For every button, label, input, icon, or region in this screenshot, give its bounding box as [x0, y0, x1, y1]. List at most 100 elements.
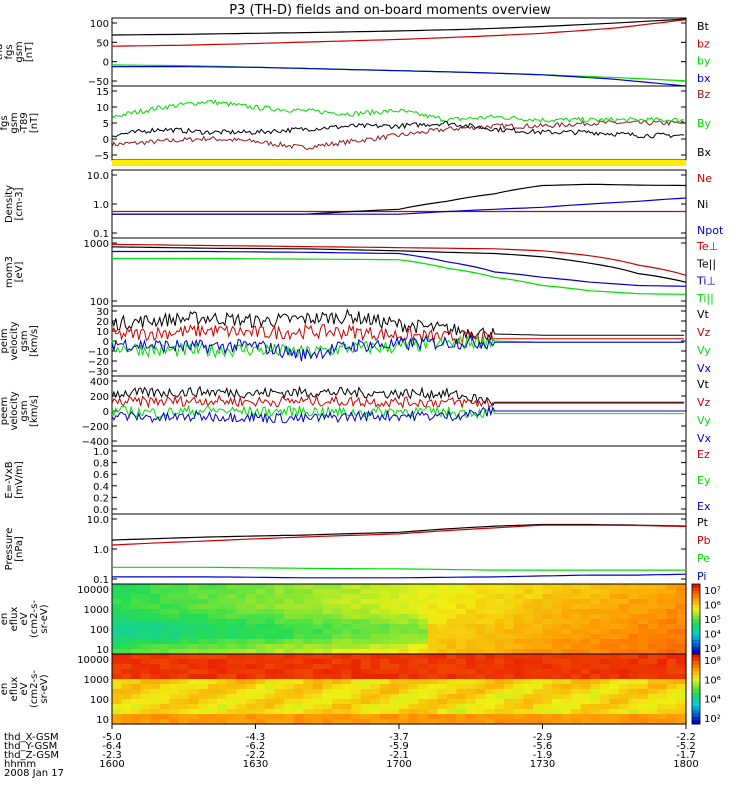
heatmap-cell [341, 659, 352, 665]
heatmap-cell [523, 674, 534, 680]
heatmap-cell [236, 694, 247, 700]
heatmap-cell [456, 719, 467, 725]
heatmap-cell [150, 719, 161, 725]
heatmap-cell [666, 604, 678, 610]
colorbar-segment [692, 622, 700, 627]
heatmap-cell [245, 629, 257, 635]
heatmap-cell [274, 614, 285, 620]
heatmap-cell [332, 659, 343, 665]
y-axis-label-line: thd [0, 44, 5, 61]
heatmap-cell [179, 659, 190, 665]
heatmap-cell [217, 639, 228, 645]
heatmap-cell [293, 614, 304, 620]
heatmap-cell [121, 684, 132, 690]
heatmap-cell [609, 719, 620, 725]
heatmap-cell [255, 619, 266, 625]
heatmap-cell [236, 629, 247, 635]
heatmap-cell [542, 719, 553, 725]
y-axis-label-line: [nT] [24, 42, 35, 62]
heatmap-cell [628, 634, 639, 640]
heatmap-cell [485, 634, 496, 640]
heatmap-cell [619, 644, 630, 650]
heatmap-cell [169, 674, 180, 680]
heatmap-cell [418, 604, 429, 610]
heatmap-cell [332, 634, 343, 640]
heatmap-cell [274, 589, 285, 595]
colorbar-tick-label: 10⁸ [704, 656, 721, 667]
heatmap-cell [609, 604, 620, 610]
heatmap-cell [418, 679, 429, 685]
heatmap-cell [609, 674, 620, 680]
heatmap-cell [303, 614, 314, 620]
heatmap-cell [341, 719, 352, 725]
heatmap-cell [207, 584, 218, 590]
colorbar-tick-label: 10² [704, 714, 721, 725]
heatmap-cell [322, 584, 333, 590]
heatmap-cell [647, 584, 658, 590]
heatmap-cell [265, 629, 276, 635]
heatmap-cell [638, 649, 649, 655]
heatmap-cell [312, 619, 324, 625]
heatmap-cell [571, 714, 582, 720]
heatmap-cell [217, 699, 228, 705]
heatmap-cell [303, 684, 314, 690]
heatmap-cell [284, 714, 295, 720]
y-tick-label: 10 [96, 715, 109, 726]
heatmap-cell [150, 619, 161, 625]
heatmap-cell [590, 634, 601, 640]
heatmap-cell [590, 669, 601, 675]
heatmap-cell [552, 654, 563, 660]
heatmap-cell [504, 669, 515, 675]
heatmap-cell [293, 634, 304, 640]
heatmap-cell [590, 689, 601, 695]
heatmap-cell [599, 669, 611, 675]
heatmap-cell [552, 639, 563, 645]
heatmap-cell [504, 714, 515, 720]
heatmap-cell [207, 649, 218, 655]
heatmap-cell [523, 599, 534, 605]
heatmap-cell [657, 714, 668, 720]
heatmap-cell [475, 669, 486, 675]
heatmap-cell [379, 624, 391, 630]
heatmap-cell [437, 659, 448, 665]
heatmap-cell [236, 719, 247, 725]
heatmap-cell [332, 624, 343, 630]
heatmap-cell [370, 664, 381, 670]
heatmap-cell [628, 669, 639, 675]
heatmap-cell [236, 604, 247, 610]
heatmap-cell [322, 694, 333, 700]
heatmap-cell [131, 654, 142, 660]
heatmap-cell [303, 649, 314, 655]
heatmap-cell [571, 679, 582, 685]
heatmap-cell [303, 659, 314, 665]
heatmap-cell [255, 689, 266, 695]
colorbar-segment [692, 643, 700, 648]
heatmap-cell [647, 679, 658, 685]
heatmap-cell [389, 714, 400, 720]
y-tick-label: 10.0 [87, 171, 109, 182]
heatmap-cell [150, 659, 161, 665]
legend-entry: Vz [697, 326, 711, 339]
heatmap-cell [399, 669, 410, 675]
heatmap-cell [236, 649, 247, 655]
heatmap-cell [179, 619, 190, 625]
heatmap-cell [475, 664, 486, 670]
heatmap-cell [571, 674, 582, 680]
heatmap-cell [341, 699, 352, 705]
heatmap-cell [217, 594, 228, 600]
heatmap-cell [609, 644, 620, 650]
colorbar-segment [692, 689, 700, 693]
heatmap-cell [418, 664, 429, 670]
heatmap-cell [169, 639, 180, 645]
heatmap-cell [198, 714, 209, 720]
heatmap-cell [676, 649, 687, 655]
y-tick-label: 0.6 [93, 470, 109, 481]
heatmap-cell [437, 654, 448, 660]
heatmap-cell [466, 649, 477, 655]
heatmap-cell [121, 699, 132, 705]
legend-entry: Npot [697, 224, 724, 237]
heatmap-cell [666, 624, 678, 630]
heatmap-cell [504, 604, 515, 610]
heatmap-cell [255, 624, 266, 630]
legend-entry: Vt [697, 308, 710, 321]
